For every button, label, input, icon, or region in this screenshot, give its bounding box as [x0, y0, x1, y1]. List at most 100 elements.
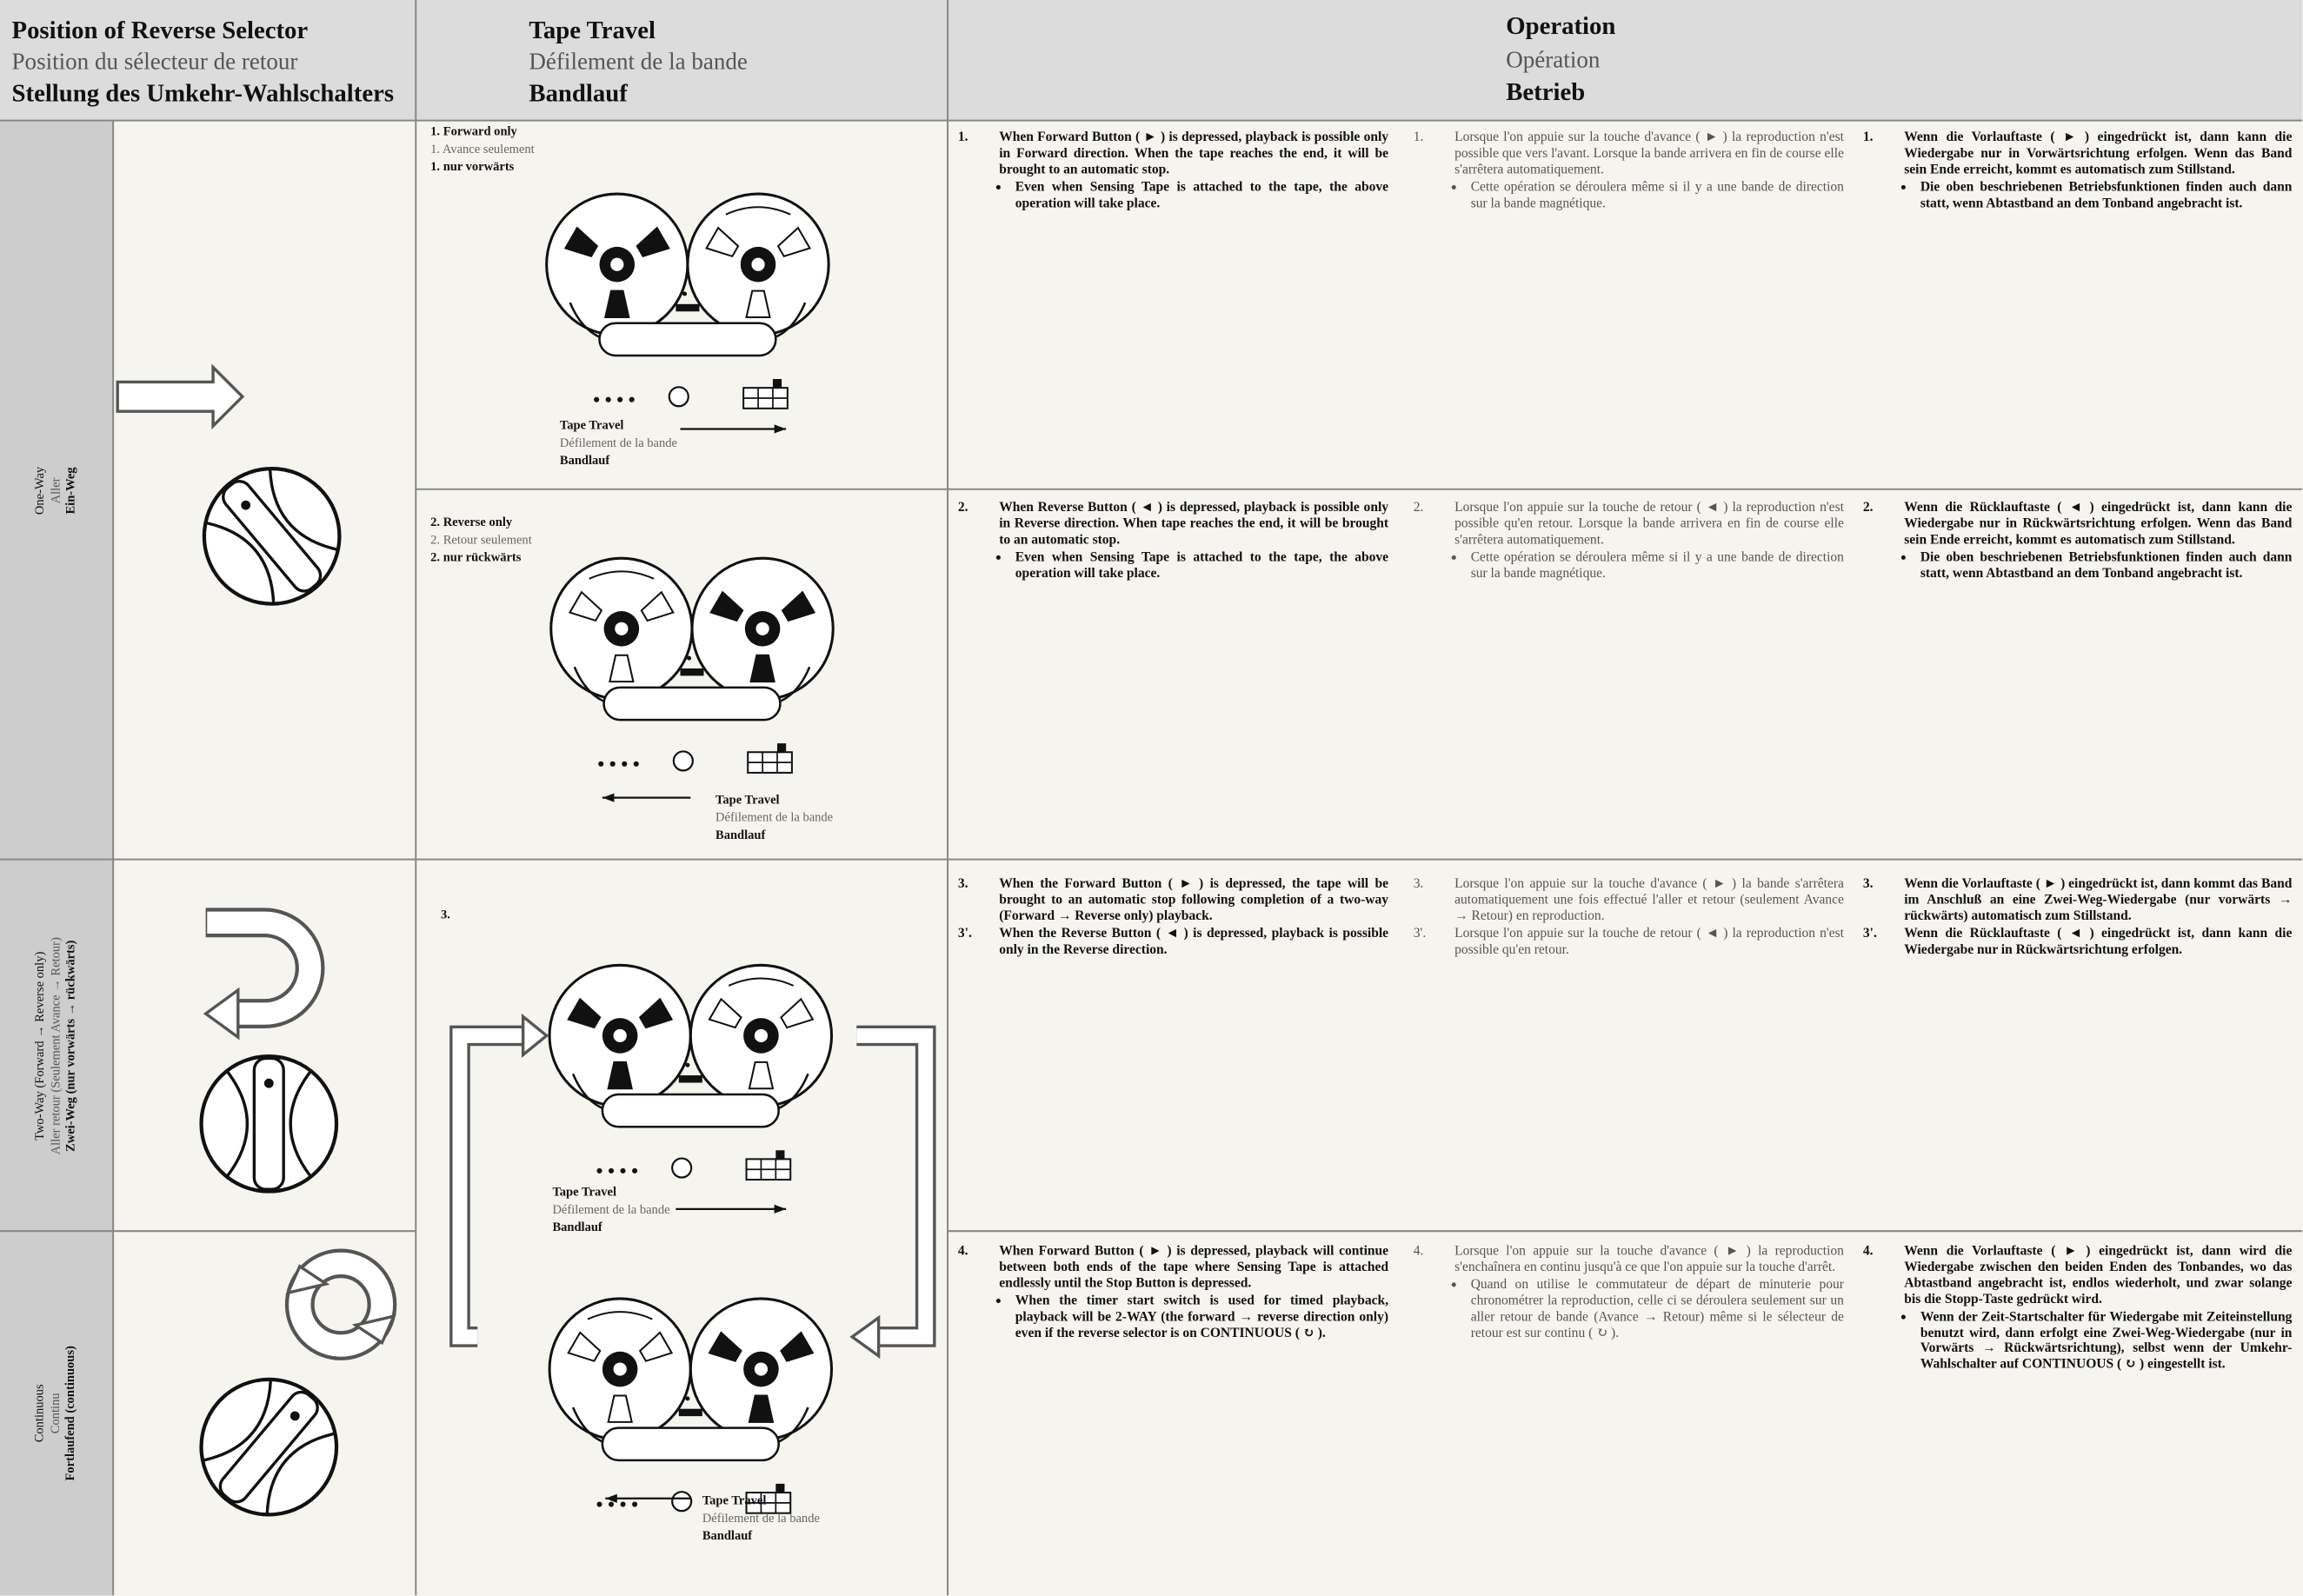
header-position-en: Position of Reverse Selector [11, 16, 309, 44]
diagram-caption: 2. Reverse only [430, 514, 513, 529]
item-text: Wenn die Vorlauftaste ( ► ) eingedrückt … [1904, 875, 2293, 923]
reel-spoke [636, 226, 670, 258]
diagram-caption: 3. [441, 906, 450, 921]
header-position-de: Stellung des Umkehr-Wahlschalters [11, 79, 394, 108]
mode-column [0, 120, 114, 1596]
diagram-caption: 2. nur rückwärts [430, 549, 522, 564]
head [678, 1075, 702, 1083]
item-text: When Reverse Button ( ◄ ) is depressed, … [999, 499, 1389, 547]
operation-item: 4. Wenn die Vorlauftaste ( ► ) eingedrück… [1863, 1243, 2292, 1307]
note-text: Die oben beschriebenen Betriebsfunktione… [1920, 178, 2293, 210]
right-loop-fill [856, 1027, 934, 1345]
mode-line: Two-Way (Forward → Reverse only) [31, 950, 47, 1140]
counter-mark [777, 743, 787, 753]
tape-travel-label: Bandlauf [559, 452, 610, 468]
head-block [598, 322, 777, 357]
knob-seam [268, 469, 338, 551]
bullet [1900, 184, 1906, 190]
indicator-dot [608, 1501, 615, 1507]
mode-label: Continuous Continu Fortlaufend (continuous… [31, 1231, 81, 1596]
item-number: 4. [1413, 1242, 1424, 1258]
note-text: Cette opération se déroulera même si il … [1470, 178, 1844, 210]
knob-dot [241, 500, 251, 510]
knob-dot [290, 1411, 300, 1421]
counter-mark [772, 379, 782, 389]
operation-note: Cette opération se déroulera même si il … [1451, 549, 1844, 582]
reel-rotation [589, 570, 655, 580]
counter-grid [748, 752, 792, 773]
operation-text: 2. Wenn die Rücklauftaste ( ◄ ) eingedrüc… [1863, 500, 2292, 582]
item-number: 3'. [1413, 925, 1427, 941]
head-block [602, 686, 782, 722]
loop-fill [289, 1252, 394, 1357]
item-text: Wenn die Vorlauftaste ( ► ) eingedrückt … [1904, 1242, 2293, 1306]
reel-center [615, 622, 629, 635]
operation-text: 3. When the Forward Button ( ► ) is depre… [958, 875, 1388, 959]
header-travel-en: Tape Travel [529, 16, 656, 44]
continuous-icon [284, 1248, 397, 1360]
operation-note: Wenn der Zeit-Startschalter für Wiederga… [1900, 1308, 2292, 1373]
selector-knob [202, 466, 342, 606]
operation-text: 3. Lorsque l'on appuie sur la touche d'av… [1414, 875, 1844, 959]
header-operation-en: Operation [1506, 11, 1616, 40]
indicator-dot [605, 396, 611, 402]
reel-spoke [745, 289, 771, 319]
operation-item: 3'. Lorsque l'on appuie sur la touche de … [1414, 925, 1844, 957]
reel-spoke [609, 654, 635, 683]
left-loop-fill [452, 1027, 527, 1345]
tape-deck [549, 556, 835, 802]
item-text: Wenn die Rücklauftaste ( ◄ ) eingedrückt… [1904, 499, 2293, 547]
indicator-dot [629, 396, 635, 402]
item-text: When the Reverse Button ( ◄ ) is depress… [999, 925, 1389, 956]
operation-text: 1. Lorsque l'on appuie sur la touche d'av… [1414, 130, 1844, 211]
item-text: Lorsque l'on appuie sur la touche de ret… [1454, 925, 1844, 956]
mode-line: Ein-Weg [62, 466, 77, 514]
reel-rotation [728, 977, 795, 987]
item-number: 3. [957, 875, 968, 891]
header-operation-fr: Opération [1506, 48, 1601, 74]
reel-spoke [749, 654, 775, 683]
indicator-dot [620, 1501, 626, 1507]
knob-seam [205, 521, 276, 604]
item-text: When Forward Button ( ► ) is depressed, … [999, 1242, 1389, 1290]
indicator-dot [633, 761, 639, 767]
item-text: Lorsque l'on appuie sur la touche de ret… [1454, 499, 1844, 547]
reel-spoke [748, 1061, 775, 1090]
guide [685, 1062, 690, 1067]
note-text: Even when Sensing Tape is attached to th… [1015, 549, 1389, 580]
note-text: Quand on utilise le commutateur de dépar… [1470, 1276, 1844, 1340]
tape-deck [545, 192, 830, 434]
one-way-icon [116, 363, 245, 430]
operation-note: Even when Sensing Tape is attached to th… [995, 549, 1389, 582]
reel-spoke [638, 997, 674, 1029]
travel-arrow-head [774, 1204, 787, 1214]
reel-spoke [640, 590, 675, 622]
tape-travel-label: Bandlauf [552, 1219, 602, 1234]
reel-center [613, 1028, 627, 1043]
note-text: When the timer start switch is used for … [1015, 1292, 1389, 1340]
mode-line: Continu [47, 1393, 62, 1434]
operation-note: Cette opération se déroulera même si il … [1451, 178, 1844, 211]
selector-knob [199, 1377, 339, 1517]
reel-center [755, 622, 769, 635]
diagram-caption: 1. Avance seulement [430, 141, 535, 156]
guide [687, 655, 692, 661]
tape-travel-label: Tape Travel [559, 416, 624, 432]
header-operation-de: Betrieb [1506, 77, 1586, 106]
indicator-dot [620, 1167, 626, 1174]
mode-line: Aller retour (Seulement Avance → Retour) [47, 936, 62, 1154]
operation-item: 2. When Reverse Button ( ◄ ) is depressed… [958, 500, 1388, 548]
right-loop-outline [856, 1025, 936, 1347]
diagram-caption: 2. Retour seulement [430, 531, 532, 547]
indicator-dot [596, 1167, 602, 1174]
indicator-dot [617, 396, 623, 402]
tape-travel-label: Bandlauf [702, 1527, 753, 1543]
bullet [1900, 1313, 1906, 1319]
hollow-arrow [116, 363, 245, 430]
control-knob [671, 1157, 693, 1179]
item-number: 3. [1862, 875, 1874, 891]
reel-spoke [567, 997, 602, 1029]
